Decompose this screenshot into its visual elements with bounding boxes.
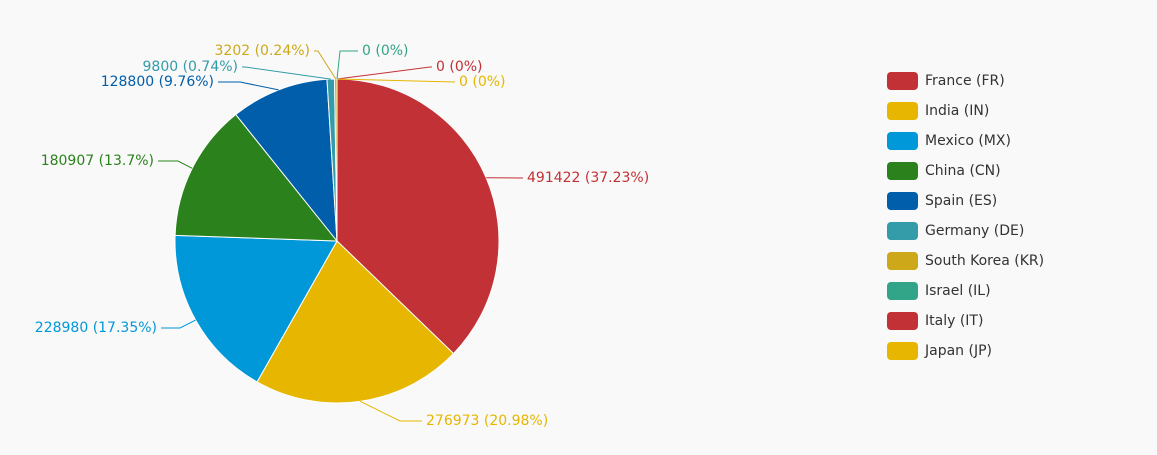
legend-swatch — [887, 342, 918, 360]
pie-slice — [336, 78, 500, 355]
legend-label: India (IN) — [925, 103, 989, 119]
legend-label: China (CN) — [925, 163, 1001, 179]
legend-swatch — [887, 132, 918, 150]
legend-label: Mexico (MX) — [925, 133, 1011, 149]
data-label: 276973 (20.98%) — [426, 413, 548, 429]
leader-line — [359, 400, 422, 422]
legend-swatch — [887, 282, 918, 300]
leader-line — [336, 78, 456, 83]
pie-slice — [174, 234, 338, 383]
legend-swatch — [887, 252, 918, 270]
data-label: 3202 (0.24%) — [215, 43, 310, 59]
pie-slice — [174, 113, 339, 242]
legend-label: Italy (IT) — [925, 313, 983, 329]
data-label: 128800 (9.76%) — [101, 74, 214, 90]
leader-line — [242, 66, 331, 80]
data-label: 0 (0%) — [362, 43, 409, 59]
legend-label: France (FR) — [925, 73, 1005, 89]
legend-swatch — [887, 222, 918, 240]
leader-line — [158, 160, 193, 169]
legend-label: Japan (JP) — [924, 343, 992, 359]
legend-swatch — [887, 192, 918, 210]
legend-swatch — [887, 312, 918, 330]
leader-line — [336, 50, 358, 80]
legend-label: South Korea (KR) — [925, 253, 1044, 269]
legend-label: Spain (ES) — [925, 193, 997, 209]
data-label: 0 (0%) — [459, 74, 506, 90]
data-label: 228980 (17.35%) — [35, 320, 157, 336]
leader-line — [314, 50, 337, 80]
legend-swatch — [887, 162, 918, 180]
legend-swatch — [887, 72, 918, 90]
data-label: 0 (0%) — [436, 59, 483, 75]
data-label: 9800 (0.74%) — [143, 59, 238, 75]
legend-swatch — [887, 102, 918, 120]
data-label: 180907 (13.7%) — [41, 153, 154, 169]
leader-line — [218, 81, 279, 91]
leader-line — [161, 319, 196, 329]
leader-line — [336, 66, 432, 80]
legend-label: Germany (DE) — [925, 223, 1024, 239]
legend-label: Israel (IL) — [925, 283, 991, 299]
data-label: 491422 (37.23%) — [527, 170, 649, 186]
pie-slice — [256, 240, 455, 404]
